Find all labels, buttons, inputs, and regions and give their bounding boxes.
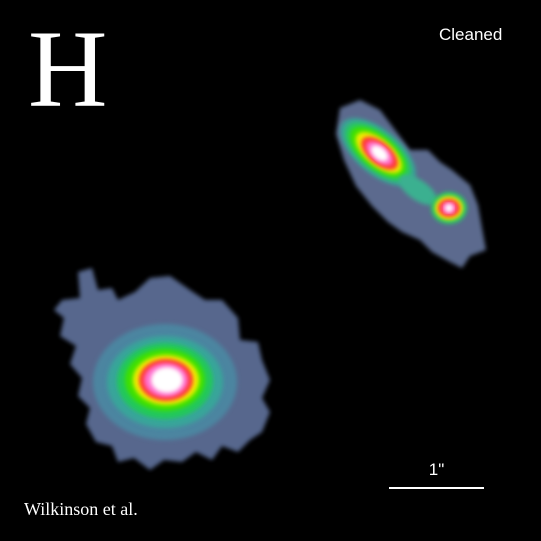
- credit-text: Wilkinson et al.: [24, 499, 138, 519]
- lower-left-galaxy: [54, 268, 270, 470]
- knot-a-core: [370, 145, 389, 162]
- knot-b-core: [445, 204, 453, 212]
- upper-right-knots: [336, 100, 486, 268]
- knot-bridge: [399, 174, 437, 206]
- scale-bar-line: [389, 487, 484, 489]
- galaxy-core: [151, 367, 183, 393]
- processing-label: Cleaned: [439, 25, 503, 44]
- scale-bar-label: 1": [428, 460, 445, 479]
- scale-bar: 1": [389, 460, 484, 490]
- band-letter: H: [28, 8, 108, 130]
